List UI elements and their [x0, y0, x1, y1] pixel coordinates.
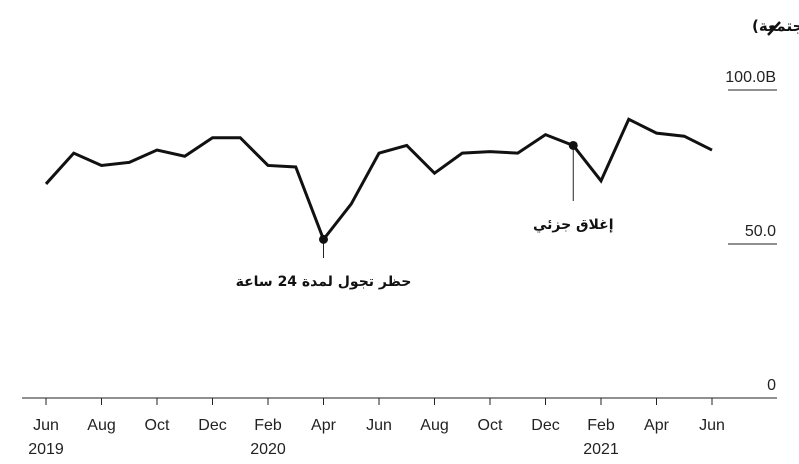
y-tick-label: 100.0B	[725, 69, 776, 86]
x-year-label: 2021	[583, 441, 619, 458]
y-axis-labels: 100.0B 50.0 0	[725, 69, 776, 394]
annotation-marker	[568, 140, 578, 150]
y-tick-label: 0	[767, 377, 776, 394]
x-year-label: 2020	[250, 441, 286, 458]
x-tick-label: Dec	[531, 417, 559, 434]
y-tick-label: 50.0	[745, 223, 776, 240]
x-tick-label: Oct	[145, 417, 170, 434]
x-tick-label: Aug	[420, 417, 448, 434]
x-tick-label: Apr	[644, 417, 670, 434]
x-tick-label: Dec	[198, 417, 226, 434]
x-tick-label: Aug	[87, 417, 115, 434]
title-slash-icon	[767, 21, 781, 36]
series-line	[44, 117, 713, 243]
x-tick-label: Jun	[699, 417, 725, 434]
x-tick-label: Feb	[587, 417, 615, 434]
annotations: حظر تجول لمدة 24 ساعة إغلاق جزئي	[236, 140, 614, 290]
annotation-label: إغلاق جزئي	[533, 217, 614, 233]
x-tick-label: Oct	[478, 417, 503, 434]
x-year-label: 2019	[28, 441, 64, 458]
chart-title-group: السحوبات النقدية ومعاملات نقاط البيع (مج…	[752, 17, 799, 36]
x-tick-label: Apr	[311, 417, 337, 434]
annotation-label: حظر تجول لمدة 24 ساعة	[236, 274, 412, 290]
series-layer	[44, 117, 713, 243]
x-axis-ticks: Jun Aug Oct Dec Feb Apr Jun Aug Oct Dec Feb Apr Jun 2…	[28, 398, 725, 458]
annotation-marker	[319, 234, 328, 244]
x-tick-label: Jun	[366, 417, 392, 434]
gridlines	[728, 89, 777, 245]
x-tick-label: Jun	[33, 417, 59, 434]
x-tick-label: Feb	[254, 417, 282, 434]
